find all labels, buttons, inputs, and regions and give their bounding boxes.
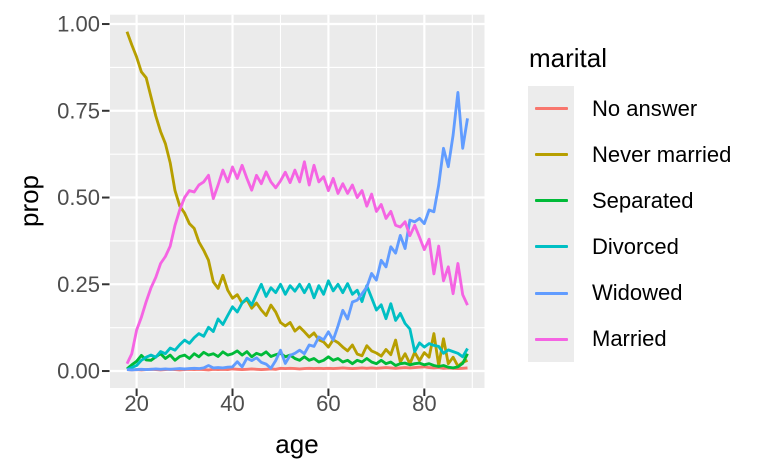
legend-item-married: Married <box>528 316 731 363</box>
panel <box>110 14 485 388</box>
y-tick-label: 0.50 <box>57 185 100 210</box>
legend-key-separated <box>528 177 574 224</box>
y-tick-label: 0.25 <box>57 272 100 297</box>
legend: marital No answer Never married Separated D… <box>528 43 732 363</box>
x-tick-label: 20 <box>124 391 148 416</box>
legend-line-swatch <box>534 291 568 295</box>
legend-key-divorced <box>528 223 574 270</box>
legend-item-divorced: Divorced <box>528 223 731 270</box>
series-line-separated <box>126 349 469 370</box>
x-tick-label: 80 <box>412 391 436 416</box>
x-tick-label: 40 <box>220 391 244 416</box>
series-line-divorced <box>126 279 469 371</box>
series-line-widowed <box>126 90 469 372</box>
legend-label: No answer <box>592 95 698 121</box>
legend-line-swatch <box>534 107 568 111</box>
legend-key-never-married <box>528 131 574 178</box>
legend-key-no-answer <box>528 85 574 132</box>
legend-label: Divorced <box>592 233 679 259</box>
legend-line-swatch <box>534 199 568 203</box>
legend-item-no-answer: No answer <box>528 85 731 132</box>
legend-key-widowed <box>528 269 574 317</box>
x-tick-label: 60 <box>316 391 340 416</box>
legend-items: No answer Never married Separated Divorced W… <box>528 85 732 363</box>
y-tick-label: 0.00 <box>57 359 100 384</box>
legend-key-married <box>528 316 574 363</box>
y-tick-label: 1.00 <box>57 12 100 37</box>
legend-item-separated: Separated <box>528 177 731 224</box>
legend-item-widowed: Widowed <box>528 269 731 317</box>
y-axis-title: prop <box>14 175 44 227</box>
legend-item-never-married: Never married <box>528 131 732 178</box>
legend-line-swatch <box>534 245 568 249</box>
series-line-never-married <box>125 31 469 368</box>
legend-label: Never married <box>592 141 732 167</box>
legend-label: Married <box>592 326 667 352</box>
panel-background <box>110 14 485 388</box>
legend-label: Widowed <box>592 280 683 306</box>
legend-line-swatch <box>534 153 568 157</box>
legend-label: Separated <box>592 187 694 213</box>
axes: 20 40 60 80 0.00 0.25 0.50 0.75 1.00 <box>57 12 436 416</box>
x-axis-title: age <box>275 429 318 459</box>
y-tick-label: 0.75 <box>57 98 100 123</box>
legend-title: marital <box>529 43 608 73</box>
legend-line-swatch <box>534 337 568 341</box>
series-line-married <box>125 160 469 365</box>
